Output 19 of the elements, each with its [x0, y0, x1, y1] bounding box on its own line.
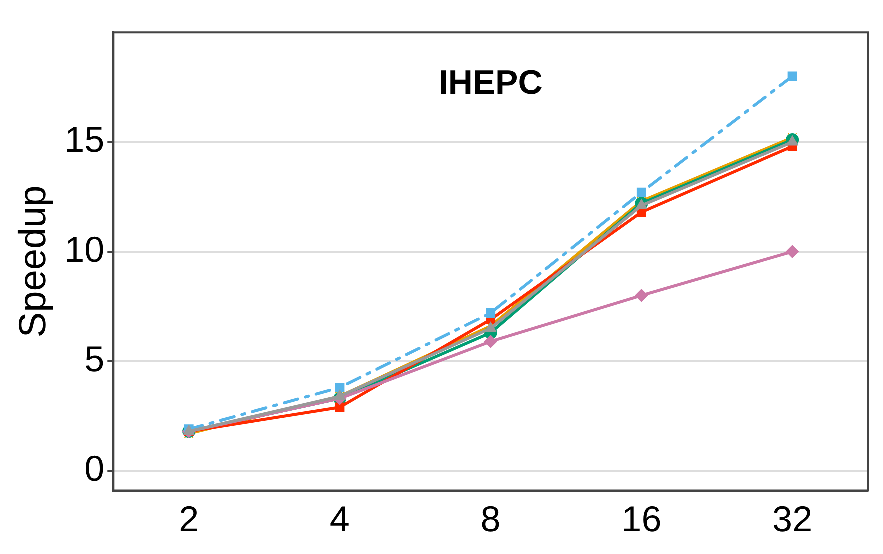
- point: [335, 383, 345, 393]
- x-tick-label: 16: [622, 498, 662, 540]
- x-tick-label: 8: [480, 498, 501, 540]
- y-tick-label: 15: [64, 119, 105, 160]
- point: [786, 245, 800, 258]
- point: [636, 188, 646, 198]
- x-tick-label: 4: [330, 498, 350, 540]
- y-tick-label: 5: [84, 338, 105, 380]
- point: [788, 72, 798, 82]
- y-axis-title: Speedup: [12, 186, 54, 338]
- point: [486, 308, 496, 318]
- point: [635, 289, 648, 302]
- point: [484, 335, 498, 348]
- x-tick-label: 32: [772, 498, 813, 540]
- y-tick-label: 0: [84, 448, 105, 489]
- point: [335, 402, 345, 412]
- x-tick-label: 2: [179, 498, 200, 540]
- text: IHEPC: [438, 64, 543, 102]
- y-tick-label: 10: [64, 228, 105, 270]
